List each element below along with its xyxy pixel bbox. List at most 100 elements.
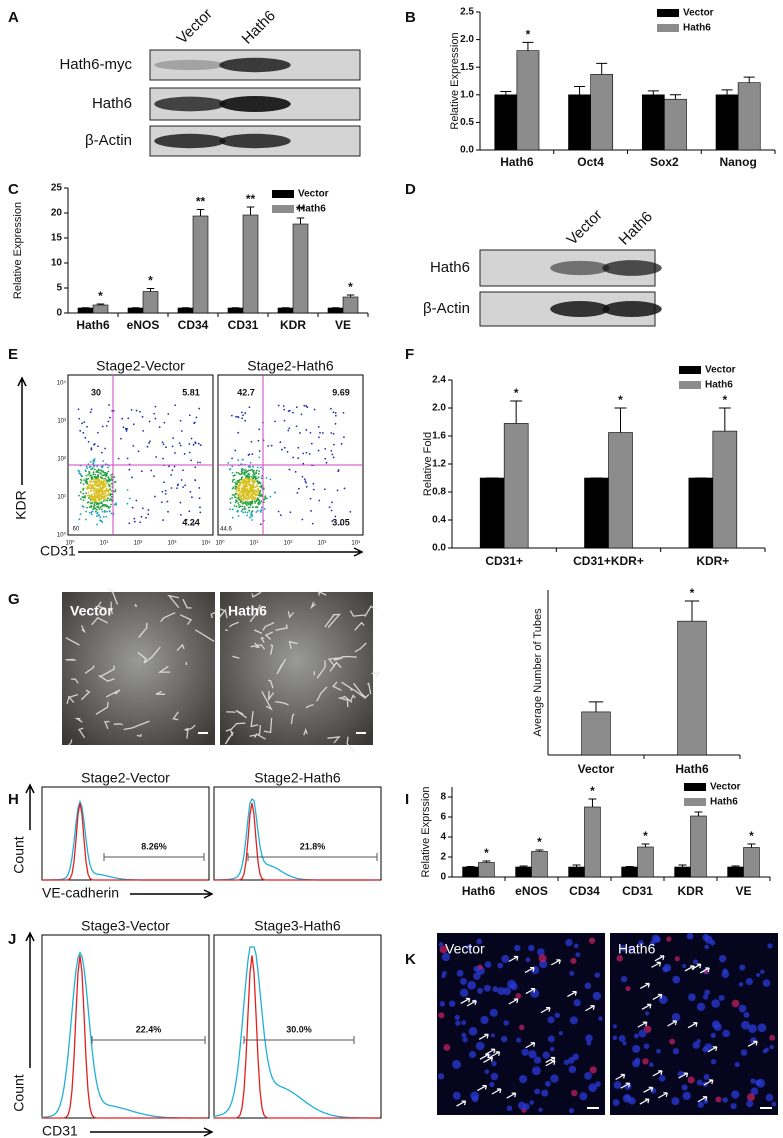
cell-dot [230,414,233,417]
gate-value: 8.26% [141,841,167,851]
nucleus [671,1013,681,1022]
cell-dot [102,481,105,483]
cell-dot [243,488,246,491]
cell-dot [232,474,235,477]
cell-dot [277,404,280,407]
cell-dot [101,425,104,428]
image-label: Vector [70,603,113,619]
nucleus [475,1041,485,1051]
cell-dot [97,506,100,509]
arrow [639,1098,650,1105]
error-bar [196,209,205,216]
cell-dot [240,411,243,414]
nucleus [489,1081,495,1088]
bar [92,304,109,314]
nucleus [730,1103,737,1110]
nucleus [452,1059,462,1069]
cell-dot [228,468,231,471]
cell-dot [254,506,257,509]
cell-dot [94,510,97,513]
cell-dot [312,482,315,485]
nucleus [594,972,601,978]
axis-tick-label: 10³ [168,541,177,547]
cell-dot [235,415,237,418]
cell-dot [85,465,88,468]
histogram-curve [214,802,380,881]
cell-dot [239,499,242,502]
nucleus [704,989,711,996]
cell-dot [246,514,249,517]
bar [494,94,518,151]
cell-dot [296,492,299,494]
cell-dot [292,456,295,459]
cell-dot [234,501,237,504]
cell-dot [267,445,270,447]
error-bar [146,288,155,292]
cell-dot [126,502,129,505]
cell-dot [244,477,247,480]
cell-dot [248,509,251,512]
cell-dot [87,477,90,480]
nucleus [437,1073,445,1080]
nucleus [687,1076,695,1084]
cell-dot [98,508,101,510]
cell-dot [161,441,164,444]
error-bar [694,811,703,816]
cell-dot [331,501,333,504]
nucleus [613,1081,622,1089]
nucleus [448,1000,456,1007]
cell-dot [84,480,87,483]
cell-dot [231,487,234,490]
quadrant-value: 5.81 [182,387,200,397]
cell-dot [190,437,193,440]
cell-dot [107,490,110,493]
cell-dot [194,442,197,445]
nucleus [595,1081,601,1087]
nucleus [517,1101,526,1110]
cell-dot [250,513,253,516]
cell-dot [160,501,163,503]
bar [743,847,760,878]
cell-dot [183,453,186,455]
cell-dot [99,476,102,479]
row-label: β-Actin [423,300,470,317]
cell-dot [133,517,136,520]
cell-dot [343,436,345,439]
cell-dot [102,500,105,502]
cell-dot [254,478,257,481]
cell-dot [89,481,91,484]
nucleus [769,1044,774,1050]
cell-dot [97,503,100,505]
quadrant-value: 4.24 [182,517,200,527]
bar [715,94,739,151]
x-tick-label: KDR+ [696,554,729,568]
nucleus [740,1020,750,1030]
cell-dot [102,470,105,473]
nucleus [528,1050,537,1059]
cell-dot [132,423,135,426]
cell-dot [94,507,97,510]
axis-tick-label: 10¹ [250,541,259,547]
significance: * [98,289,103,303]
cell-dot [244,496,247,499]
cell-dot [89,497,92,500]
nucleus [767,943,773,949]
quadrant-value: 42.7 [237,387,255,397]
cell-dot [250,493,253,496]
cell-dot [246,498,248,500]
cell-dot [240,473,243,476]
lane-label: Vector [174,6,216,48]
cell-dot [106,499,109,502]
row-label: Hath6-myc [59,56,132,73]
cell-dot [257,503,260,506]
cell-dot [231,496,233,499]
cell-dot [79,429,82,432]
significance: ** [246,192,256,206]
cell-dot [305,405,308,407]
cell-dot [248,484,251,487]
cell-dot [264,495,267,498]
cell-dot [250,512,253,515]
significance: * [643,829,648,843]
cell-dot [153,412,156,415]
cell-dot [148,442,150,444]
